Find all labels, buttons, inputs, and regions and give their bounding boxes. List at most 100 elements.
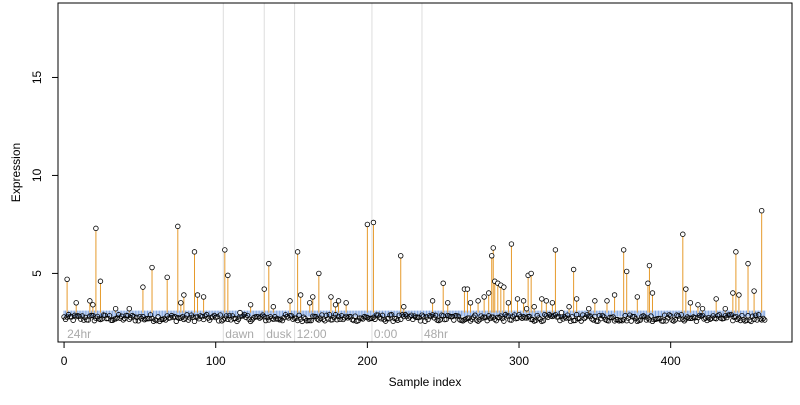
data-point-high bbox=[237, 309, 243, 316]
data-point bbox=[369, 315, 375, 322]
data-point bbox=[247, 318, 254, 325]
data-point-high bbox=[294, 249, 301, 255]
data-point bbox=[351, 317, 357, 324]
data-point-high bbox=[398, 253, 404, 259]
data-point bbox=[595, 318, 601, 324]
x-tick-label: 100 bbox=[206, 354, 226, 368]
data-point-high bbox=[611, 292, 618, 298]
data-point bbox=[564, 312, 571, 318]
data-point-high bbox=[90, 302, 96, 308]
data-point bbox=[699, 312, 706, 319]
data-point-high bbox=[683, 286, 689, 292]
data-point bbox=[241, 311, 248, 318]
data-point bbox=[187, 315, 193, 321]
data-point bbox=[605, 318, 612, 324]
data-point-high bbox=[266, 260, 272, 267]
data-point-high bbox=[687, 300, 694, 306]
data-point bbox=[263, 317, 269, 324]
data-point-high bbox=[222, 247, 228, 253]
y-tick-label: 15 bbox=[30, 70, 44, 84]
data-point-high bbox=[270, 304, 277, 310]
data-point bbox=[307, 317, 313, 324]
data-point bbox=[109, 317, 116, 324]
data-point-high bbox=[126, 305, 132, 312]
data-point bbox=[689, 315, 695, 321]
data-point-high bbox=[646, 262, 653, 269]
data-point bbox=[589, 316, 595, 322]
data-point-high bbox=[558, 309, 565, 316]
data-point bbox=[344, 315, 351, 321]
data-point-high bbox=[191, 249, 198, 255]
data-point-high bbox=[64, 276, 70, 282]
x-tick-label: 400 bbox=[661, 354, 681, 368]
data-point bbox=[648, 313, 654, 319]
data-point-high bbox=[175, 223, 181, 230]
data-point-high bbox=[485, 290, 492, 296]
data-point bbox=[496, 314, 503, 321]
data-point bbox=[388, 312, 395, 318]
data-point-high bbox=[225, 272, 231, 279]
data-point-high bbox=[370, 219, 377, 226]
data-point bbox=[540, 318, 546, 324]
data-point bbox=[578, 318, 584, 324]
data-point-high bbox=[316, 270, 322, 277]
data-point bbox=[115, 312, 122, 318]
data-point-high bbox=[149, 264, 155, 271]
section-label: 48hr bbox=[424, 327, 448, 341]
data-point-high bbox=[523, 305, 530, 312]
divider-layer bbox=[222, 3, 423, 342]
data-point bbox=[300, 314, 307, 320]
data-point bbox=[132, 317, 139, 324]
data-point-high bbox=[699, 305, 706, 312]
data-point bbox=[627, 312, 633, 318]
data-point-high bbox=[445, 300, 451, 306]
data-point bbox=[260, 312, 266, 318]
data-point bbox=[147, 312, 154, 318]
data-point bbox=[740, 316, 747, 323]
data-point bbox=[150, 318, 157, 324]
data-point-high bbox=[620, 247, 627, 253]
data-point bbox=[563, 315, 569, 321]
data-point bbox=[169, 312, 175, 319]
data-point bbox=[337, 316, 343, 323]
plot-frame bbox=[57, 2, 793, 343]
data-point-high bbox=[501, 284, 507, 290]
data-point bbox=[232, 315, 239, 322]
data-point-high bbox=[634, 294, 641, 300]
data-point-high bbox=[722, 305, 728, 312]
data-point bbox=[628, 318, 634, 324]
data-point-high bbox=[475, 298, 481, 304]
data-point bbox=[172, 313, 178, 320]
data-point bbox=[419, 312, 425, 318]
data-point bbox=[395, 317, 401, 323]
data-point-high bbox=[552, 247, 559, 253]
data-point bbox=[255, 314, 261, 320]
point-layer bbox=[61, 208, 768, 325]
section-label: dawn bbox=[225, 327, 254, 341]
data-point bbox=[411, 313, 418, 319]
data-point bbox=[499, 315, 506, 322]
data-point-high bbox=[758, 208, 765, 214]
data-point bbox=[566, 315, 572, 321]
data-point-high bbox=[649, 290, 656, 296]
data-point bbox=[402, 311, 408, 318]
data-point bbox=[502, 311, 509, 318]
data-point bbox=[70, 317, 76, 323]
section-label: dusk bbox=[266, 327, 292, 341]
data-point bbox=[473, 317, 480, 323]
data-point-high bbox=[429, 298, 436, 304]
data-point bbox=[429, 312, 436, 318]
data-point bbox=[504, 313, 510, 319]
data-point-high bbox=[751, 288, 757, 294]
data-point bbox=[584, 311, 590, 318]
data-point-high bbox=[489, 253, 495, 259]
data-point bbox=[203, 311, 210, 318]
data-point-high bbox=[343, 300, 349, 306]
data-point-high bbox=[520, 298, 527, 304]
data-point bbox=[460, 318, 466, 324]
data-point bbox=[420, 313, 427, 320]
y-tick-label: 5 bbox=[30, 270, 44, 277]
data-point bbox=[501, 318, 507, 324]
section-label-layer: dawn dusk 12:00 0:00 48hr 24hr bbox=[67, 327, 448, 341]
